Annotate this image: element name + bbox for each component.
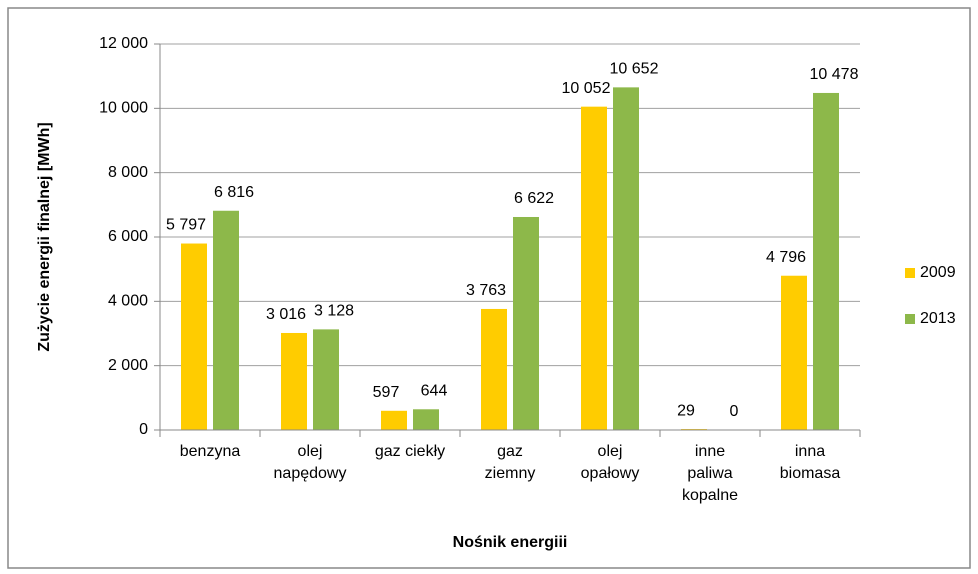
- x-tick-label: ziemny: [485, 465, 536, 482]
- y-tick-label: 10 000: [99, 100, 148, 117]
- data-label: 6 622: [514, 190, 554, 207]
- legend-swatch: [905, 314, 915, 324]
- legend-swatch: [905, 268, 915, 278]
- data-label: 644: [421, 383, 448, 400]
- x-tick-label: biomasa: [780, 465, 841, 482]
- x-tick-label: napędowy: [274, 465, 347, 482]
- bar: [513, 216, 539, 430]
- data-label: 4 796: [766, 249, 806, 266]
- y-tick-label: 2 000: [108, 357, 148, 374]
- bar: [613, 87, 639, 431]
- y-tick-label: 6 000: [108, 228, 148, 245]
- x-tick-label: kopalne: [682, 487, 738, 504]
- data-label: 0: [730, 403, 739, 420]
- y-tick-label: 12 000: [99, 35, 148, 52]
- x-axis-title: Nośnik energiii: [453, 534, 568, 551]
- x-tick-label: olej: [598, 443, 623, 460]
- bar: [213, 210, 239, 430]
- x-tick-label: inne: [695, 443, 725, 460]
- bar: [813, 92, 839, 430]
- data-label: 29: [677, 402, 695, 419]
- y-tick-label: 8 000: [108, 164, 148, 181]
- y-axis-title: Zużycie energii finalnej [MWh]: [36, 122, 53, 351]
- bar: [781, 275, 807, 430]
- bar: [313, 329, 339, 430]
- bar: [481, 308, 507, 430]
- x-tick-label: paliwa: [687, 465, 732, 482]
- bar: [381, 410, 407, 430]
- y-tick-label: 4 000: [108, 293, 148, 310]
- data-label: 10 652: [610, 61, 659, 78]
- data-label: 10 052: [562, 80, 611, 97]
- bar: [581, 106, 607, 430]
- legend-label: 2009: [920, 264, 956, 281]
- x-tick-label: olej: [298, 443, 323, 460]
- data-label: 5 797: [166, 217, 206, 234]
- data-label: 3 016: [266, 306, 306, 323]
- x-tick-label: opałowy: [581, 465, 640, 482]
- chart-frame: [7, 7, 971, 569]
- x-tick-label: gaz: [497, 443, 523, 460]
- data-label: 597: [373, 384, 400, 401]
- bar: [413, 409, 439, 430]
- data-label: 10 478: [810, 66, 859, 83]
- data-label: 3 763: [466, 282, 506, 299]
- x-tick-label: gaz ciekły: [375, 443, 445, 460]
- y-tick-label: 0: [139, 421, 148, 438]
- data-label: 6 816: [214, 184, 254, 201]
- x-tick-label: inna: [795, 443, 825, 460]
- data-label: 3 128: [314, 303, 354, 320]
- bar: [281, 332, 307, 430]
- x-tick-label: benzyna: [180, 443, 241, 460]
- bar: [181, 243, 207, 430]
- legend-label: 2013: [920, 310, 956, 327]
